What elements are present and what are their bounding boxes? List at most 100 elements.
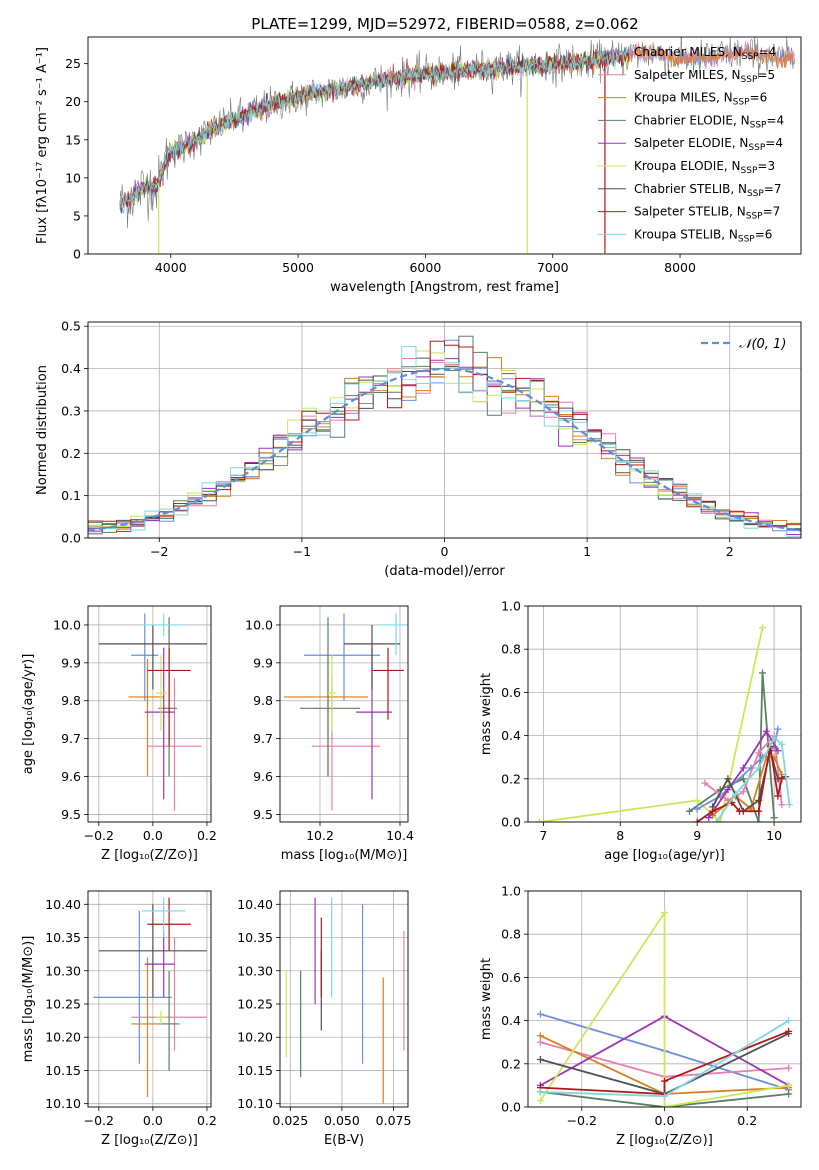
x-tick-label: 0 (441, 544, 449, 559)
y-axis-label: age [log₁₀(age/yr)] (21, 654, 36, 775)
errorbar-point (160, 970, 178, 1071)
weight-marker (724, 775, 732, 783)
x-tick-label: 0.0 (143, 828, 163, 843)
x-tick-label: 0.2 (737, 1113, 757, 1128)
weight-marker (536, 1038, 544, 1046)
x-tick-label: 0.025 (272, 1113, 308, 1128)
legend-sub: SSP (746, 212, 763, 222)
errorbar-point (344, 624, 400, 690)
legend-n: =4 (759, 45, 777, 59)
y-tick-label: 10.15 (45, 1063, 81, 1078)
x-tick-label: 10.4 (386, 828, 414, 843)
weight-marker (661, 1103, 668, 1107)
legend-sub: SSP (747, 189, 764, 199)
weight-marker (762, 727, 770, 735)
weight-marker (778, 775, 786, 783)
legend-sub: SSP (738, 234, 755, 244)
axes-frame (527, 890, 802, 1108)
weight-series (536, 1017, 793, 1100)
plot-area (119, 37, 795, 254)
weight-marker (724, 786, 732, 794)
x-axis-label: age [log₁₀(age/yr)] (604, 848, 725, 863)
weight-marker (755, 749, 763, 757)
legend-entry: Chabrier ELODIE, NSSP=4 (634, 113, 784, 130)
y-tick-label: 9.5 (61, 807, 81, 822)
chart-residuals: −2 −1 0 1 2 0.0 0.1 0.2 0.3 0.4 0.5 (data-model)/er… (35, 319, 802, 579)
legend-entry: Chabrier MILES, NSSP=4 (634, 45, 776, 62)
chart-age-vs-mass: 10.2 10.4 9.5 9.6 9.7 9.8 9.9 10.0 mass [log₁₀(M… (245, 605, 414, 863)
chart-mass-vs-ebv: 0.025 0.050 0.075 10.10 10.15 10.20 10.25 10.30… (237, 890, 412, 1148)
x-tick-label: 8 (616, 828, 624, 843)
y-tick-label: 0.2 (501, 771, 521, 786)
x-axis-label: Z [log₁₀(Z/Z⊙)] (616, 1133, 713, 1148)
weight-marker (785, 1081, 793, 1089)
y-tick-label: 9.5 (253, 807, 273, 822)
errorbar-point (147, 897, 191, 951)
legend-n: =6 (755, 227, 773, 241)
weight-marker (739, 788, 747, 796)
legend-n: =7 (763, 205, 781, 219)
x-tick-label: 0.0 (143, 1113, 163, 1128)
weight-marker (661, 909, 668, 917)
legend-label: Kroupa STELIB, N (634, 227, 738, 241)
y-tick-label: 0.6 (501, 970, 521, 985)
weight-marker (755, 764, 763, 772)
x-axis-label: Z [log₁₀(Z/Z⊙)] (101, 1133, 198, 1148)
y-tick-label: 0 (73, 247, 81, 262)
y-tick-label: 0.8 (501, 927, 521, 942)
y-tick-label: 9.6 (61, 769, 81, 784)
x-tick-label: 0.075 (376, 1113, 412, 1128)
y-tick-label: 10.0 (53, 617, 81, 632)
errorbar-point (131, 957, 180, 1098)
axes-frame (87, 36, 802, 255)
plot-area (536, 909, 793, 1107)
errorbar-point (155, 655, 167, 732)
legend-n: =4 (766, 113, 784, 127)
legend-label: Chabrier ELODIE, N (634, 113, 750, 127)
weight-marker (705, 814, 713, 822)
weight-line (540, 1030, 789, 1095)
errorbar-point (312, 678, 380, 811)
weight-marker (785, 1027, 793, 1035)
legend-label: Kroupa ELODIE, N (634, 159, 741, 173)
y-tick-label: 9.7 (253, 731, 273, 746)
plot-area (284, 613, 408, 811)
weight-series (685, 669, 778, 822)
y-tick-label: 9.6 (253, 769, 273, 784)
weight-marker (770, 734, 778, 742)
y-tick-label: 0.0 (61, 531, 81, 546)
y-tick-label: 10.35 (237, 930, 273, 945)
legend-entry: Kroupa ELODIE, NSSP=3 (634, 159, 775, 176)
x-tick-label: 8000 (664, 260, 696, 275)
errorbar-point (284, 659, 368, 777)
chart-weight-vs-z: −0.2 0.0 0.2 0.0 0.2 0.4 0.6 0.8 1.0 Z [log₁₀(Z/Z… (479, 884, 802, 1148)
plot-area (93, 897, 207, 1098)
weight-series (536, 624, 767, 822)
x-tick-label: 0.0 (655, 1113, 675, 1128)
y-tick-label: 20 (65, 94, 81, 109)
y-tick-label: 9.9 (61, 655, 81, 670)
weight-series (536, 909, 793, 1107)
y-tick-label: 1.0 (501, 884, 521, 899)
y-tick-label: 9.9 (253, 655, 273, 670)
plot-area (98, 613, 207, 811)
legend-n: =5 (757, 68, 775, 82)
errorbar-point (142, 613, 186, 637)
y-tick-label: 25 (65, 56, 81, 71)
weight-marker (712, 818, 720, 822)
x-tick-label: 5000 (282, 260, 314, 275)
y-tick-label: 0.4 (501, 1013, 521, 1028)
y-tick-label: 10.25 (237, 996, 273, 1011)
y-tick-label: 0.6 (501, 685, 521, 700)
legend-label: Chabrier STELIB, N (634, 182, 747, 196)
normal-curve (88, 367, 801, 532)
weight-marker (536, 1055, 544, 1063)
plot-area (285, 897, 405, 1104)
plot-area (536, 624, 793, 822)
weight-marker (785, 1017, 793, 1025)
chart-spectrum: 4000 5000 6000 7000 8000 0 5 10 15 20 25 wavelength… (35, 36, 802, 295)
weight-marker (759, 669, 767, 677)
y-tick-label: 0.1 (61, 488, 81, 503)
weight-marker (778, 740, 786, 748)
